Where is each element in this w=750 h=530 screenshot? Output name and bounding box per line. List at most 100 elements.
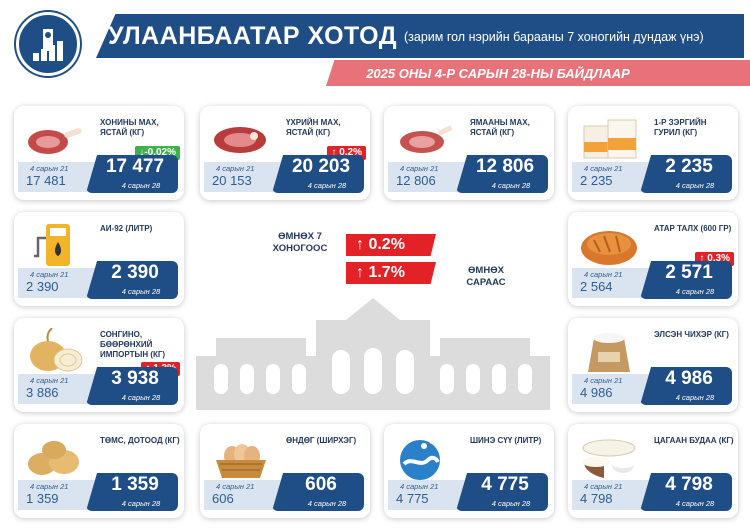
price-card-beef: ҮХРИЙН МАХ, ЯСТАЙ (КГ) ↑ 0.2% 4 сарын 21… (200, 106, 370, 200)
cur-bg (86, 261, 178, 299)
government-building-icon (196, 298, 550, 410)
price-card-potato: ТӨМС, ДОТООД (КГ) 4 сарын 21 1 359 1 359… (14, 424, 184, 518)
cur-bg (640, 261, 732, 299)
cur-price: 4 775 (481, 474, 529, 495)
prev-date: 4 сарын 21 (216, 482, 255, 491)
price-card-bread: АТАР ТАЛХ (600 ГР) ↑ 0.3% 4 сарын 21 2 5… (568, 212, 738, 306)
page-subtitle: (зарим гол нэрийн барааны 7 хоногийн дун… (404, 30, 704, 44)
page-title: УЛААНБААТАР ХОТОД (108, 22, 398, 50)
rice-icon (578, 434, 640, 480)
item-name: ЭЛСЭН ЧИХЭР (КГ) (654, 330, 729, 339)
flour-icon (578, 116, 640, 162)
cur-date: 4 сарын 28 (675, 287, 715, 296)
sugar-sack-icon (578, 328, 640, 374)
cur-price: 12 806 (475, 156, 535, 177)
cur-price: 20 203 (291, 156, 351, 177)
prev-price: 3 886 (26, 385, 59, 400)
cur-price: 2 235 (665, 156, 713, 177)
cur-date: 4 сарын 28 (121, 181, 161, 190)
item-name: 1-Р ЗЭРГИЙН ГУРИЛ (КГ) (654, 118, 707, 137)
prev-price: 1 359 (26, 491, 59, 506)
mutton-icon (24, 116, 86, 162)
milk-icon (394, 434, 456, 480)
prev-price: 4 798 (580, 491, 613, 506)
cur-bg (86, 473, 178, 511)
prev-date: 4 сарын 21 (584, 376, 623, 385)
cur-date: 4 сарын 28 (675, 181, 715, 190)
prev-price: 4 986 (580, 385, 613, 400)
beef-icon (210, 116, 272, 162)
prev-date: 4 сарын 21 (400, 164, 439, 173)
cur-bg (272, 155, 364, 193)
prev-price: 4 775 (396, 491, 429, 506)
cur-date: 4 сарын 28 (491, 181, 531, 190)
prev-date: 4 сарын 21 (584, 164, 623, 173)
bread-icon (578, 222, 640, 268)
cur-bg (272, 473, 364, 511)
item-name: ҮХРИЙН МАХ, ЯСТАЙ (КГ) (286, 118, 341, 137)
report-date: 2025 ОНЫ 4-Р САРЫН 28-НЫ БАЙДЛААР (366, 66, 630, 81)
prev-price: 606 (212, 491, 234, 506)
cur-bg (640, 473, 732, 511)
cur-date: 4 сарын 28 (675, 393, 715, 402)
cur-date: 4 сарын 28 (307, 499, 347, 508)
prev-date: 4 сарын 21 (400, 482, 439, 491)
prev-price: 17 481 (26, 173, 66, 188)
prev-date: 4 сарын 21 (30, 270, 69, 279)
item-name: ХОНИНЫ МАХ, ЯСТАЙ (КГ) (100, 118, 159, 137)
prev-price: 2 564 (580, 279, 613, 294)
eggs-basket-icon (210, 434, 272, 480)
cur-price: 1 359 (111, 474, 159, 495)
cur-bg (640, 155, 732, 193)
prev-date: 4 сарын 21 (216, 164, 255, 173)
onion-icon (24, 327, 86, 374)
price-card-rice: ЦАГААН БУДАА (КГ) 4 сарын 21 4 798 4 798… (568, 424, 738, 518)
cur-date: 4 сарын 28 (675, 499, 715, 508)
fuel-pump-icon (24, 222, 86, 268)
prev-date: 4 сарын 21 (584, 270, 623, 279)
prev-price: 2 235 (580, 173, 613, 188)
date-bar (326, 60, 750, 86)
price-card-onion: СОНГИНО, БӨӨРӨНХИЙ ИМПОРТЫН (КГ) ↑ 1.3% … (14, 318, 184, 412)
price-card-fuel: АИ-92 (ЛИТР) 4 сарын 21 2 390 2 390 4 са… (14, 212, 184, 306)
potato-icon (24, 434, 86, 480)
prev-price: 20 153 (212, 173, 252, 188)
cur-price: 2 390 (111, 262, 159, 283)
goat-meat-icon (394, 116, 456, 162)
item-name: СОНГИНО, БӨӨРӨНХИЙ ИМПОРТЫН (КГ) (100, 330, 166, 359)
title-bar (96, 14, 744, 58)
cur-date: 4 сарын 28 (121, 393, 161, 402)
price-card-milk: ШИНЭ СҮҮ (ЛИТР) 4 сарын 21 4 775 4 775 4… (384, 424, 554, 518)
cur-price: 17 477 (105, 156, 165, 177)
cur-price: 3 938 (111, 368, 159, 389)
cur-bg (456, 473, 548, 511)
item-name: ЦАГААН БУДАА (КГ) (654, 436, 734, 445)
prev-date: 4 сарын 21 (30, 482, 69, 491)
item-name: АИ-92 (ЛИТР) (100, 224, 153, 233)
item-name: АТАР ТАЛХ (600 ГР) (654, 224, 732, 233)
cur-price: 4 986 (665, 368, 713, 389)
cur-date: 4 сарын 28 (307, 181, 347, 190)
week-change-badge: ↑ 0.2% (346, 234, 436, 256)
price-card-mutton: ХОНИНЫ МАХ, ЯСТАЙ (КГ) ↓-0.02% 4 сарын 2… (14, 106, 184, 200)
cur-bg (86, 367, 178, 405)
price-card-eggs: ӨНДӨГ (ШИРХЭГ) 4 сарын 21 606 606 4 сары… (200, 424, 370, 518)
prev-date: 4 сарын 21 (30, 164, 69, 173)
price-card-goat: ЯМААНЫ МАХ, ЯСТАЙ (КГ) 4 сарын 21 12 806… (384, 106, 554, 200)
item-name: ӨНДӨГ (ШИРХЭГ) (286, 436, 357, 445)
cur-price: 2 571 (665, 262, 713, 283)
price-card-sugar: ЭЛСЭН ЧИХЭР (КГ) 4 сарын 21 4 986 4 986 … (568, 318, 738, 412)
week-label: ӨМНӨХ 7 ХОНОГООС (272, 231, 328, 254)
emblem-logo-icon (16, 12, 80, 76)
item-name: ШИНЭ СҮҮ (ЛИТР) (470, 436, 542, 445)
cur-date: 4 сарын 28 (121, 499, 161, 508)
cur-bg (86, 155, 178, 193)
month-change-badge: ↑ 1.7% (346, 262, 436, 284)
item-name: ТӨМС, ДОТООД (КГ) (100, 436, 180, 445)
prev-price: 12 806 (396, 173, 436, 188)
cur-price: 4 798 (665, 474, 713, 495)
cur-date: 4 сарын 28 (491, 499, 531, 508)
cur-bg (456, 155, 548, 193)
cur-price: 606 (305, 474, 337, 495)
